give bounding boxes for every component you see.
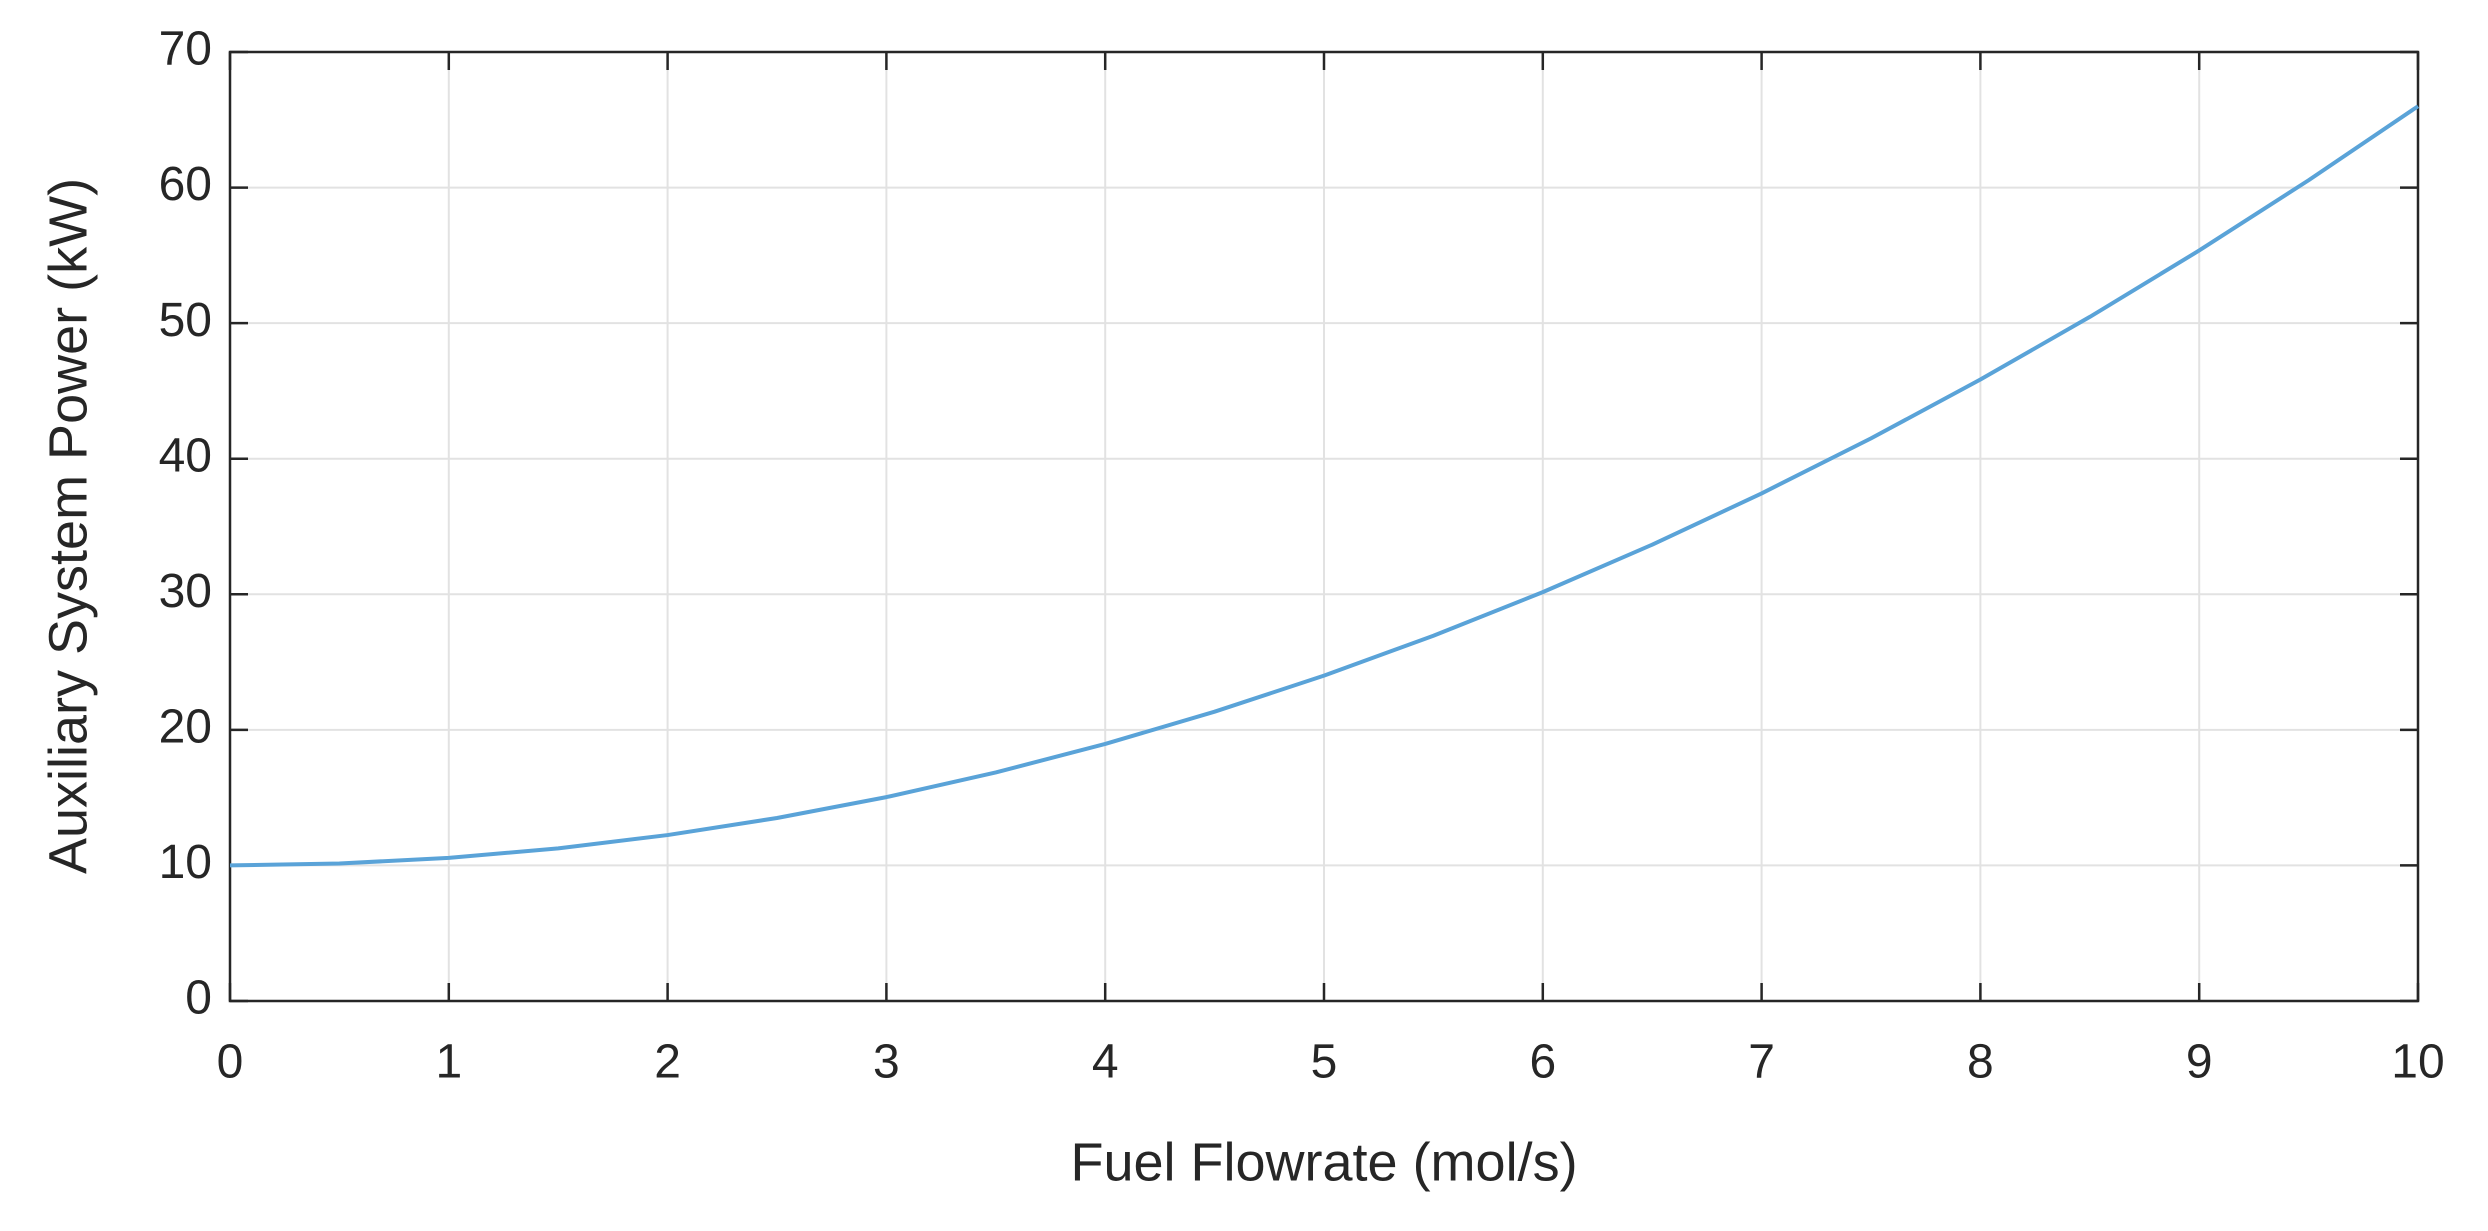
x-tick-label: 9 <box>2186 1036 2213 1089</box>
y-tick-label: 40 <box>159 429 212 482</box>
x-tick-label: 6 <box>1529 1036 1556 1089</box>
plot-frame <box>228 50 2420 1003</box>
y-tick-label: 30 <box>159 565 212 618</box>
x-tick-label: 0 <box>217 1036 244 1089</box>
x-tick-label: 5 <box>1311 1036 1338 1089</box>
x-tick-label: 3 <box>873 1036 900 1089</box>
y-tick-label: 70 <box>159 23 212 76</box>
x-tick-label: 8 <box>1967 1036 1994 1089</box>
y-tick-label: 50 <box>159 294 212 347</box>
data-line <box>229 104 2420 868</box>
y-axis-label: Auxiliary System Power (kW) <box>38 178 98 874</box>
y-tick-label: 0 <box>185 972 212 1025</box>
x-tick-label: 10 <box>2391 1036 2444 1089</box>
x-tick-label: 7 <box>1748 1036 1775 1089</box>
y-tick-label: 10 <box>159 836 212 889</box>
x-tick-label: 2 <box>654 1036 681 1089</box>
x-tick-label: 1 <box>435 1036 462 1089</box>
y-tick-label: 60 <box>159 158 212 211</box>
x-tick-label: 4 <box>1092 1036 1119 1089</box>
y-tick-label: 20 <box>159 701 212 754</box>
x-axis-label: Fuel Flowrate (mol/s) <box>1070 1132 1577 1192</box>
